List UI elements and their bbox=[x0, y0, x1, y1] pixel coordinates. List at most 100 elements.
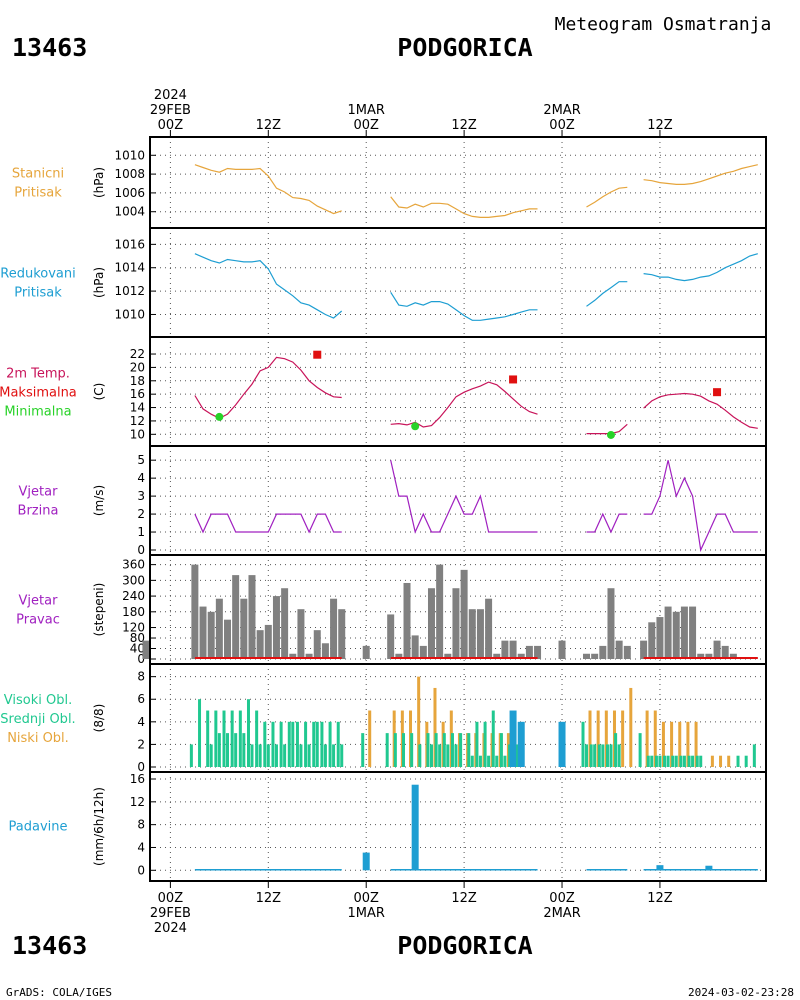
cloud-bar bbox=[617, 744, 621, 767]
y-tick-label: 1006 bbox=[114, 186, 145, 200]
panel-label: Minimalna bbox=[4, 405, 71, 420]
product-title: Meteogram Osmatranja bbox=[555, 14, 772, 35]
direction-bar bbox=[289, 653, 297, 659]
x-label-bottom: 12Z bbox=[256, 891, 282, 906]
cloud-bar bbox=[585, 744, 589, 767]
cloud-bar bbox=[654, 755, 658, 767]
cloud-bar bbox=[258, 744, 262, 767]
direction-bar bbox=[199, 606, 207, 659]
cloud-bar bbox=[601, 744, 605, 767]
max-temp-marker bbox=[509, 375, 518, 384]
direction-bar bbox=[272, 596, 280, 659]
cloud-bar bbox=[694, 721, 698, 767]
cloud-bar bbox=[263, 721, 267, 767]
series-line bbox=[586, 186, 628, 208]
panel-label: Srednji Obl. bbox=[0, 712, 75, 727]
cloud-bar bbox=[274, 744, 278, 767]
panel-frame bbox=[149, 136, 767, 229]
series-line bbox=[643, 392, 758, 429]
x-label-bottom: 29FEB bbox=[150, 906, 191, 921]
series-line bbox=[390, 291, 538, 321]
cloud-bar bbox=[517, 721, 525, 767]
cloud-bar bbox=[209, 744, 213, 767]
cloud-bar bbox=[638, 733, 642, 767]
y-tick-label: 0 bbox=[137, 543, 145, 557]
y-axis-label: (m/s) bbox=[92, 485, 106, 516]
cloud-bar bbox=[368, 710, 372, 767]
cloud-bar bbox=[467, 733, 471, 767]
x-label-bottom: 00Z bbox=[549, 891, 575, 906]
direction-bar bbox=[232, 575, 240, 659]
x-label-bottom: 1MAR bbox=[348, 906, 385, 921]
x-label-top: 2024 bbox=[154, 88, 187, 103]
direction-bar bbox=[427, 588, 435, 659]
direction-bar bbox=[713, 640, 721, 659]
direction-bar bbox=[419, 645, 427, 659]
panel-label: Maksimalna bbox=[0, 386, 77, 401]
x-label-bottom: 2MAR bbox=[543, 906, 580, 921]
cloud-bar bbox=[503, 755, 507, 767]
cloud-bar bbox=[198, 699, 202, 767]
y-tick-label: 1 bbox=[137, 525, 145, 539]
direction-bar bbox=[191, 564, 199, 659]
direction-bar bbox=[321, 643, 329, 659]
x-label-top: 00Z bbox=[549, 118, 575, 133]
cloud-bar bbox=[332, 744, 336, 767]
cloud-bar bbox=[410, 733, 414, 767]
y-tick-label: 22 bbox=[130, 347, 145, 361]
cloud-bar bbox=[238, 710, 242, 767]
cloud-bar bbox=[242, 733, 246, 767]
cloud-bar bbox=[454, 744, 458, 767]
cloud-bar bbox=[299, 744, 303, 767]
panel-label: 2m Temp. bbox=[6, 367, 70, 382]
series-line bbox=[390, 381, 538, 428]
cloud-bar bbox=[255, 710, 259, 767]
cloud-bar bbox=[661, 721, 665, 767]
y-tick-label: 300 bbox=[122, 573, 145, 587]
panel-label: Brzina bbox=[18, 504, 59, 519]
cloud-bar bbox=[246, 699, 250, 767]
y-tick-label: 12 bbox=[130, 414, 145, 428]
cloud-bar bbox=[646, 755, 650, 767]
cloud-bar bbox=[558, 721, 566, 767]
direction-bar bbox=[452, 588, 460, 659]
cloud-bar bbox=[214, 710, 218, 767]
y-axis-label: (mm/6h/12h) bbox=[92, 787, 106, 866]
cloud-bar bbox=[271, 721, 275, 767]
direction-bar bbox=[501, 640, 509, 659]
x-label-bottom: 2024 bbox=[154, 921, 187, 936]
y-tick-label: 360 bbox=[122, 558, 145, 572]
cloud-bar bbox=[340, 744, 344, 767]
y-tick-label: 1010 bbox=[114, 307, 145, 321]
cloud-bar bbox=[686, 721, 690, 767]
panel-2: 1010 1012 1014 1016 (hPa) Redukovani Pritisak bbox=[0, 227, 767, 338]
cloud-bar bbox=[589, 744, 593, 767]
cloud-bar bbox=[679, 755, 683, 767]
y-tick-label: 1016 bbox=[114, 237, 145, 251]
y-tick-label: 1014 bbox=[114, 261, 145, 275]
y-tick-label: 1010 bbox=[114, 148, 145, 162]
cloud-bar bbox=[402, 733, 406, 767]
x-label-bottom: 12Z bbox=[647, 891, 673, 906]
cloud-bar bbox=[495, 755, 499, 767]
panel-label: Visoki Obl. bbox=[4, 693, 72, 708]
y-tick-label: 1008 bbox=[114, 167, 145, 181]
x-label-bottom: 12Z bbox=[451, 891, 477, 906]
cloud-bar bbox=[483, 721, 487, 767]
footer-timestamp: 2024-03-02-23:28 bbox=[688, 986, 794, 999]
cloud-bar bbox=[222, 710, 226, 767]
direction-bar bbox=[330, 598, 338, 659]
direction-bar bbox=[338, 609, 346, 659]
direction-bar bbox=[460, 569, 468, 659]
direction-bar bbox=[207, 611, 215, 659]
y-tick-label: 8 bbox=[137, 818, 145, 832]
x-label-top: 12Z bbox=[451, 118, 477, 133]
y-tick-label: 0 bbox=[137, 652, 145, 666]
cloud-bar bbox=[426, 733, 430, 767]
plot-area: 1004100610081010(hPa)StanicniPritisak101… bbox=[0, 88, 767, 936]
direction-bar bbox=[509, 640, 517, 659]
direction-bar bbox=[648, 622, 656, 659]
min-temp-marker bbox=[606, 430, 615, 439]
y-tick-label: 1004 bbox=[114, 205, 145, 219]
y-axis-label: (C) bbox=[92, 383, 106, 401]
